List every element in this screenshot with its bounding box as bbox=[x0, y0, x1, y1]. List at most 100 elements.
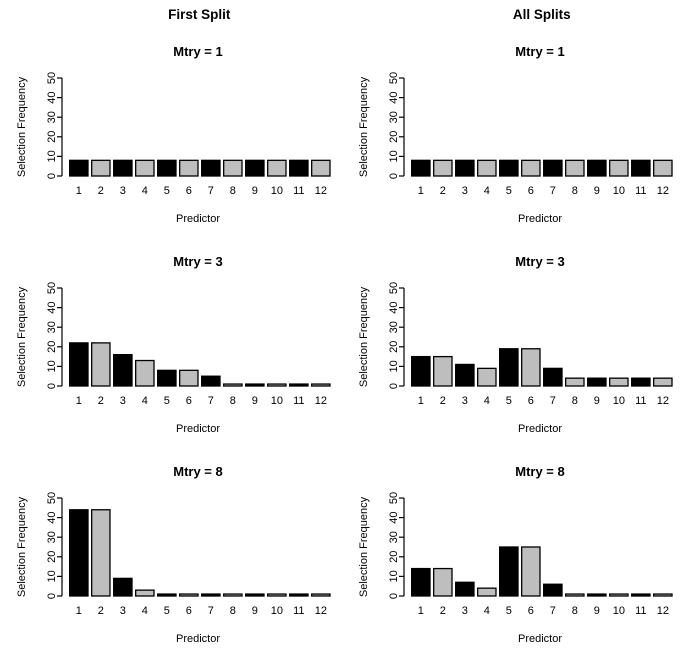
y-tick-label: 40 bbox=[46, 511, 58, 523]
x-tick-label: 4 bbox=[484, 185, 490, 197]
column-header-all-splits: All Splits bbox=[512, 7, 571, 22]
y-tick-label: 10 bbox=[46, 360, 58, 372]
bar bbox=[565, 159, 585, 177]
x-tick-label: 4 bbox=[142, 605, 148, 617]
charts-grid: Mtry = 1 0 10 20 30 40 50 Selection Frequency 1 2… bbox=[0, 30, 685, 660]
bar bbox=[631, 159, 651, 177]
bar bbox=[587, 159, 607, 177]
y-tick-label: 50 bbox=[46, 282, 58, 294]
y-axis-label: Selection Frequency bbox=[16, 286, 28, 387]
x-tick-label: 10 bbox=[613, 185, 625, 197]
y-tick-label: 50 bbox=[388, 282, 400, 294]
bar bbox=[311, 159, 331, 177]
y-tick-label: 20 bbox=[46, 341, 58, 353]
bar bbox=[609, 593, 629, 597]
bar bbox=[587, 377, 607, 387]
bar bbox=[631, 593, 651, 597]
y-tick-label: 0 bbox=[46, 383, 58, 389]
y-tick-label: 10 bbox=[46, 150, 58, 162]
bar bbox=[411, 355, 431, 387]
y-tick-label: 30 bbox=[388, 111, 400, 123]
x-tick-label: 1 bbox=[418, 185, 424, 197]
x-tick-label: 7 bbox=[550, 395, 556, 407]
x-tick-label: 5 bbox=[506, 185, 512, 197]
x-axis-label: Predictor bbox=[176, 633, 220, 645]
bar bbox=[433, 159, 453, 177]
bar bbox=[433, 567, 453, 597]
y-tick-label: 0 bbox=[46, 593, 58, 599]
bar bbox=[135, 589, 155, 597]
x-tick-label: 11 bbox=[635, 185, 646, 197]
chart-title: Mtry = 8 bbox=[515, 464, 565, 479]
x-tick-label: 11 bbox=[635, 605, 646, 617]
x-tick-label: 8 bbox=[230, 185, 236, 197]
bar bbox=[289, 159, 309, 177]
x-tick-label: 5 bbox=[506, 395, 512, 407]
bar bbox=[609, 159, 629, 177]
bar bbox=[499, 159, 519, 177]
y-tick-label: 40 bbox=[388, 511, 400, 523]
bar bbox=[289, 383, 309, 387]
x-axis-label: Predictor bbox=[176, 213, 220, 225]
y-axis-label: Selection Frequency bbox=[16, 76, 28, 177]
x-tick-label: 10 bbox=[613, 395, 625, 407]
bar bbox=[157, 369, 177, 387]
bar bbox=[455, 363, 475, 387]
x-axis-label: Predictor bbox=[518, 423, 562, 435]
x-tick-label: 12 bbox=[657, 605, 669, 617]
x-tick-label: 11 bbox=[293, 185, 304, 197]
x-tick-label: 9 bbox=[594, 605, 600, 617]
chart-title: Mtry = 1 bbox=[515, 44, 565, 59]
x-tick-label: 6 bbox=[528, 395, 534, 407]
x-tick-label: 6 bbox=[528, 605, 534, 617]
bar bbox=[521, 159, 541, 177]
x-tick-label: 5 bbox=[164, 395, 170, 407]
chart-cell: Mtry = 8 0 10 20 30 40 50 Selection Frequency 1 2… bbox=[342, 450, 685, 660]
y-tick-label: 20 bbox=[46, 131, 58, 143]
y-tick-label: 10 bbox=[46, 570, 58, 582]
x-tick-label: 1 bbox=[418, 395, 424, 407]
bar bbox=[267, 159, 287, 177]
bar bbox=[69, 159, 89, 177]
y-tick-label: 30 bbox=[388, 531, 400, 543]
bar bbox=[587, 593, 607, 597]
y-tick-label: 0 bbox=[388, 383, 400, 389]
x-tick-label: 1 bbox=[76, 395, 82, 407]
bar bbox=[135, 359, 155, 387]
y-tick-label: 50 bbox=[46, 72, 58, 84]
chart-cell: Mtry = 3 0 10 20 30 40 50 Selection Frequency 1 2… bbox=[342, 240, 685, 450]
x-tick-label: 1 bbox=[418, 605, 424, 617]
bar bbox=[135, 159, 155, 177]
bar bbox=[609, 377, 629, 387]
bar bbox=[411, 159, 431, 177]
y-tick-label: 20 bbox=[388, 131, 400, 143]
x-tick-label: 6 bbox=[186, 185, 192, 197]
x-tick-label: 1 bbox=[76, 605, 82, 617]
chart-title: Mtry = 1 bbox=[173, 44, 223, 59]
y-tick-label: 40 bbox=[388, 91, 400, 103]
x-axis-label: Predictor bbox=[518, 213, 562, 225]
y-axis-label: Selection Frequency bbox=[358, 496, 370, 597]
bar bbox=[201, 375, 221, 387]
x-axis-label: Predictor bbox=[518, 633, 562, 645]
x-tick-label: 12 bbox=[657, 185, 669, 197]
bar bbox=[433, 355, 453, 387]
y-tick-label: 0 bbox=[388, 173, 400, 179]
bar bbox=[245, 159, 265, 177]
x-tick-label: 10 bbox=[271, 395, 283, 407]
y-tick-label: 50 bbox=[46, 492, 58, 504]
x-tick-label: 10 bbox=[271, 185, 283, 197]
bar bbox=[565, 593, 585, 597]
y-tick-label: 20 bbox=[388, 341, 400, 353]
x-tick-label: 7 bbox=[208, 185, 214, 197]
bar bbox=[179, 369, 199, 387]
bar bbox=[267, 593, 287, 597]
bar bbox=[411, 567, 431, 597]
chart-cell: Mtry = 8 0 10 20 30 40 50 Selection Frequency 1 2… bbox=[0, 450, 342, 660]
bar bbox=[499, 348, 519, 387]
y-tick-label: 30 bbox=[46, 531, 58, 543]
x-tick-label: 7 bbox=[208, 605, 214, 617]
x-tick-label: 7 bbox=[208, 395, 214, 407]
